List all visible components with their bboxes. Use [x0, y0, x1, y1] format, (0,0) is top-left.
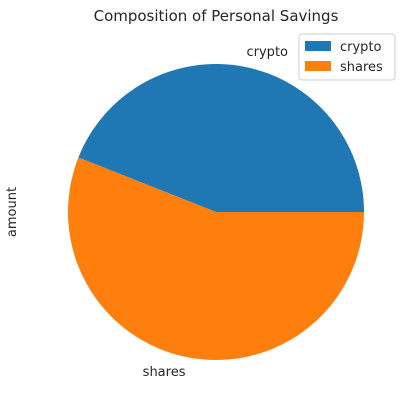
slice-label-shares: shares [143, 365, 186, 380]
legend: crypto shares [298, 33, 396, 81]
chart-title: Composition of Personal Savings [94, 7, 339, 25]
legend-label-crypto: crypto [340, 40, 382, 55]
legend-label-shares: shares [340, 60, 383, 75]
pie-slice-shares [68, 157, 365, 360]
pie-slice-crypto [78, 63, 365, 213]
pie-slices [68, 63, 365, 360]
slice-label-crypto: crypto [247, 45, 289, 60]
legend-swatch-crypto [305, 41, 331, 51]
y-axis-label: amount [5, 187, 20, 237]
slice-labels: crypto shares [143, 45, 288, 380]
legend-swatch-shares [305, 61, 331, 71]
